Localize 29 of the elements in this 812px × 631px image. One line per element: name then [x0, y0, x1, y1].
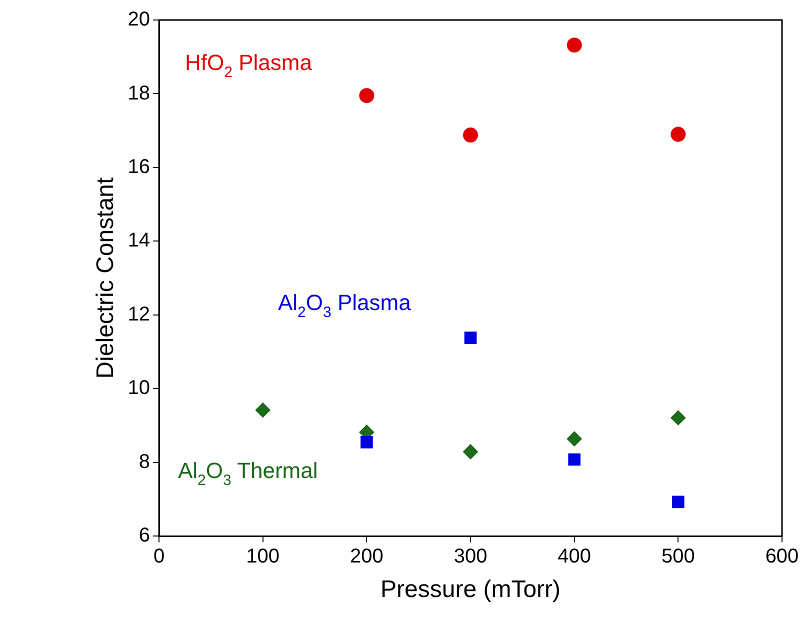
y-tick-label: 14 [128, 230, 150, 252]
y-tick-label: 18 [128, 82, 150, 104]
y-tick-label: 20 [128, 8, 150, 31]
x-tick-label: 300 [454, 546, 488, 568]
x-axis-title: Pressure (mTorr) [380, 576, 561, 604]
y-tick-label: 16 [128, 156, 150, 178]
y-tick-label: 12 [128, 303, 150, 326]
x-tick-label: 0 [153, 546, 165, 568]
y-axis-title: Dielectric Constant [92, 177, 120, 379]
point [463, 444, 478, 460]
point [566, 38, 582, 53]
point [255, 402, 270, 418]
x-tick-label: 500 [661, 546, 695, 568]
point [360, 436, 373, 448]
y-tick-label: 6 [138, 524, 150, 547]
point [359, 88, 374, 104]
point [566, 431, 582, 446]
point [672, 496, 684, 508]
x-tick-label: 600 [765, 546, 799, 568]
y-tick-label: 8 [138, 450, 150, 473]
point [463, 128, 478, 143]
point [464, 332, 477, 344]
point [568, 453, 581, 466]
point [670, 126, 686, 142]
x-tick-label: 200 [350, 546, 384, 568]
point [670, 410, 686, 426]
y-tick-label: 10 [128, 377, 150, 400]
x-tick-label: 100 [246, 546, 280, 568]
x-tick-label: 400 [558, 546, 592, 568]
